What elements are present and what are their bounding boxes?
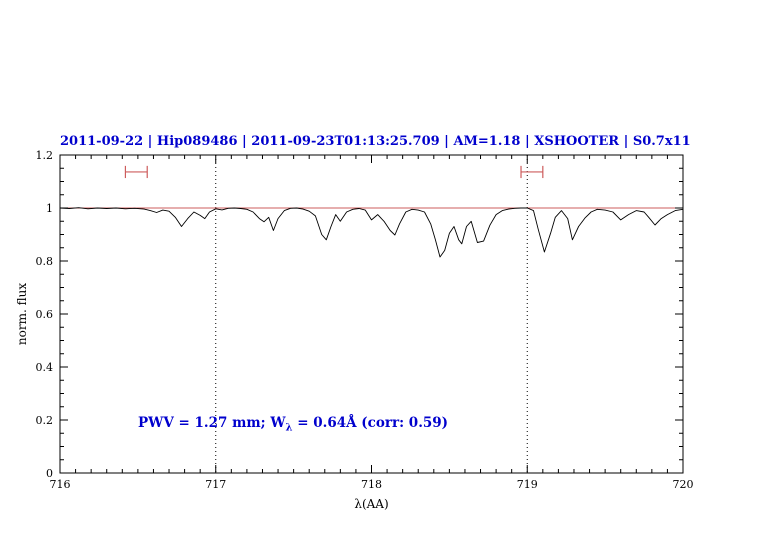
plot-title: 2011-09-22 | Hip089486 | 2011-09-23T01:1… (60, 134, 691, 149)
annotation-prefix: PWV = 1.27 mm; W (138, 415, 286, 431)
x-tick-label: 720 (673, 478, 694, 491)
annotation-lambda-subscript: λ (285, 422, 293, 434)
y-tick-label: 0.8 (36, 255, 54, 268)
x-tick-label: 716 (50, 478, 71, 491)
annotation-suffix: = 0.64Å (corr: 0.59) (292, 415, 449, 431)
x-tick-label: 718 (361, 478, 382, 491)
x-axis-label: λ(AA) (354, 497, 389, 511)
pwv-annotation: PWV = 1.27 mm; Wλ = 0.64Å (corr: 0.59) (138, 415, 448, 434)
y-tick-label: 0 (46, 467, 53, 480)
y-tick-label: 1.2 (36, 149, 54, 162)
y-tick-label: 0.6 (36, 308, 54, 321)
y-tick-label: 0.4 (36, 361, 54, 374)
y-tick-label: 1 (46, 202, 53, 215)
x-tick-label: 719 (517, 478, 538, 491)
y-tick-label: 0.2 (36, 414, 54, 427)
x-tick-label: 717 (205, 478, 226, 491)
y-axis-label: norm. flux (15, 282, 29, 346)
